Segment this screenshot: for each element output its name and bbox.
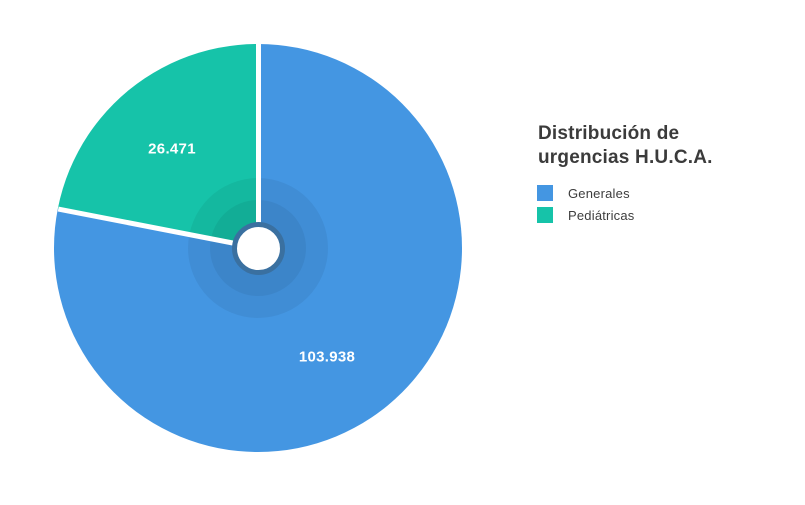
legend-item-pediatricas[interactable]: Pediátricas <box>537 207 635 223</box>
legend-item-generales[interactable]: Generales <box>537 185 635 201</box>
slice-value-label-generales: 103.938 <box>298 348 356 366</box>
legend-label-generales: Generales <box>568 185 630 201</box>
legend-label-pediatricas: Pediátricas <box>568 207 635 223</box>
chart-title: Distribución de urgencias H.U.C.A. <box>538 123 713 168</box>
donut-hole <box>231 221 285 275</box>
slice-divider-left <box>57 206 238 247</box>
legend: Generales Pediátricas <box>537 185 635 229</box>
generales-color-swatch-icon <box>537 185 553 201</box>
pie-chart[interactable]: 26.471 103.938 <box>54 44 462 452</box>
slice-value-label-pediatricas: 26.471 <box>148 140 196 158</box>
pediatricas-color-swatch-icon <box>537 207 553 223</box>
slice-divider-top <box>255 44 261 227</box>
